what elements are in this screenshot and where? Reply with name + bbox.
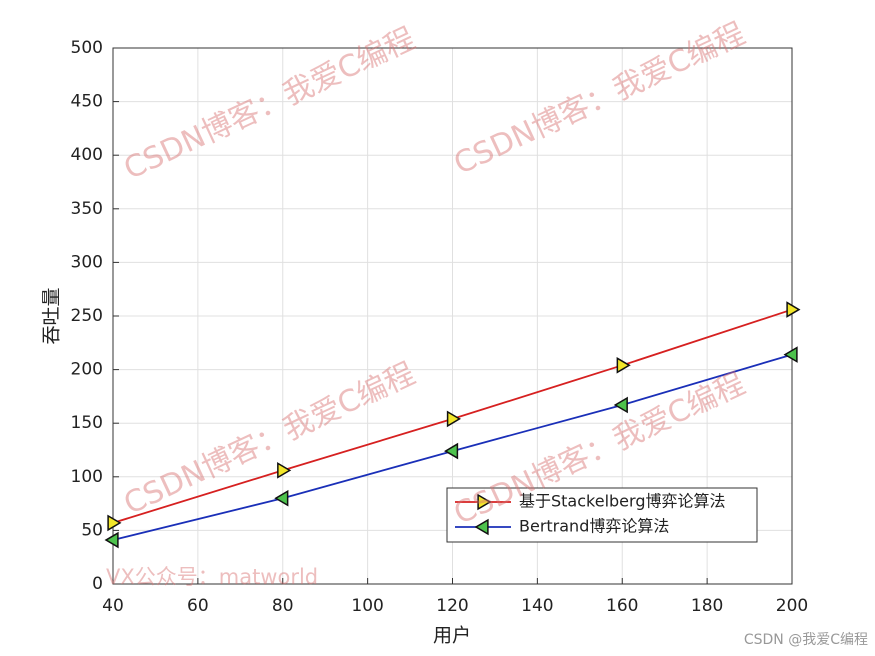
y-tick-label: 100 [71,467,103,487]
legend-marker [474,518,489,536]
legend-marker [477,493,492,511]
y-tick-label: 250 [71,306,103,326]
y-tick-label: 450 [71,92,103,112]
watermark: CSDN @我爱C编程 [744,632,868,648]
y-tick-label: 350 [71,199,103,219]
marker [274,489,289,507]
x-tick-label: 120 [436,596,468,616]
marker [783,346,798,363]
marker [107,514,122,532]
y-axis-label: 吞吐量 [41,287,63,344]
y-tick-label: 150 [71,413,103,433]
x-tick-label: 180 [691,596,723,616]
marker [444,442,459,460]
y-tick-label: 200 [71,360,103,380]
marker [446,410,461,428]
marker [613,396,628,414]
x-tick-label: 40 [102,596,124,616]
x-tick-label: 80 [272,596,294,616]
y-tick-label: 0 [92,574,103,594]
x-tick-label: 100 [351,596,383,616]
marker [277,462,292,479]
marker [616,357,631,374]
x-tick-label: 200 [776,596,808,616]
x-tick-label: 60 [187,596,209,616]
legend-label: Bertrand博弈论算法 [519,517,669,536]
x-tick-label: 140 [521,596,553,616]
y-tick-label: 50 [81,520,103,540]
legend-label: 基于Stackelberg博弈论算法 [519,492,725,511]
y-tick-label: 300 [71,252,103,272]
axes-box [112,47,793,585]
y-tick-label: 500 [71,38,103,58]
watermark: VX公众号：matworld [106,565,318,589]
legend-box [446,487,758,543]
marker [786,301,801,318]
marker [104,531,119,549]
y-tick-label: 400 [71,145,103,165]
x-tick-label: 160 [606,596,638,616]
x-axis-label: 用户 [433,625,471,647]
